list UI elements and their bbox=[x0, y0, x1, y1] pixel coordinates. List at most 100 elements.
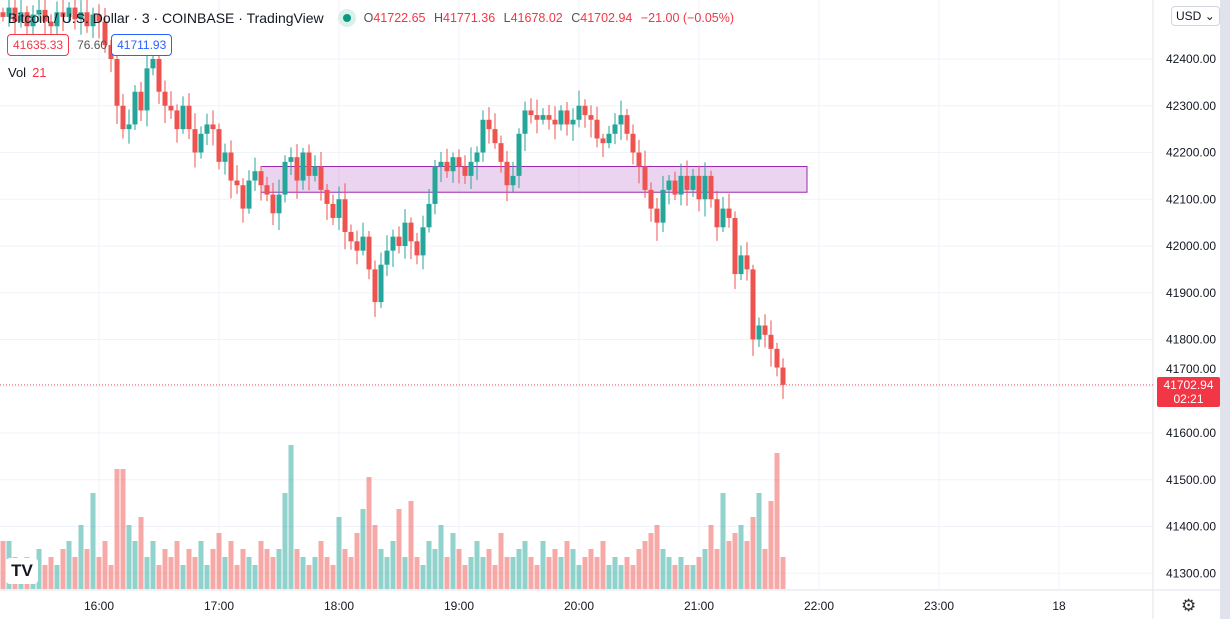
candle-body bbox=[144, 68, 150, 111]
volume-bar bbox=[222, 557, 228, 589]
price-tick-label: 41400.00 bbox=[1166, 520, 1216, 534]
price-tick-label: 42100.00 bbox=[1166, 192, 1216, 206]
candle-body bbox=[426, 203, 432, 228]
volume-bar bbox=[450, 533, 456, 589]
candle-body bbox=[240, 185, 246, 209]
volume-bar bbox=[570, 549, 576, 589]
volume-bar bbox=[372, 525, 378, 589]
volume-bar bbox=[720, 493, 726, 589]
candle-body bbox=[702, 175, 708, 200]
volume-bar bbox=[204, 565, 210, 589]
buy-price-button[interactable]: 41711.93 bbox=[111, 34, 173, 56]
volume-bar bbox=[438, 525, 444, 589]
volume-bar bbox=[132, 541, 138, 589]
volume-bar bbox=[618, 565, 624, 589]
volume-bar bbox=[702, 549, 708, 589]
candle-body bbox=[480, 119, 486, 153]
volume-bar bbox=[288, 445, 294, 589]
candle-body bbox=[492, 129, 498, 144]
candle-body bbox=[756, 325, 762, 340]
candle-body bbox=[780, 367, 786, 385]
volume-bar bbox=[678, 557, 684, 589]
symbol-title[interactable]: Bitcoin / U.S. Dollar · 3 · COINBASE · T… bbox=[8, 10, 324, 26]
candle-body bbox=[264, 185, 270, 195]
volume-bar bbox=[612, 557, 618, 589]
candle-body bbox=[354, 241, 360, 251]
gear-icon[interactable]: ⚙ bbox=[1181, 596, 1197, 615]
volume-bar bbox=[378, 549, 384, 589]
volume-bar bbox=[756, 493, 762, 589]
volume-bar bbox=[198, 541, 204, 589]
candle-body bbox=[42, 9, 48, 22]
volume-bar bbox=[282, 493, 288, 589]
currency-select[interactable]: USD ⌄ bbox=[1171, 6, 1220, 26]
volume-bar bbox=[120, 469, 126, 589]
volume-bar bbox=[504, 557, 510, 589]
volume-bar bbox=[408, 501, 414, 589]
volume-bar bbox=[672, 565, 678, 589]
candle-body bbox=[684, 175, 690, 190]
price-tick-label: 41500.00 bbox=[1166, 473, 1216, 487]
volume-bar bbox=[54, 565, 60, 589]
volume-bar bbox=[342, 549, 348, 589]
volume-bar bbox=[60, 549, 66, 589]
candle-body bbox=[636, 152, 642, 167]
candle-body bbox=[486, 119, 492, 130]
candle-body bbox=[378, 264, 384, 303]
volume-bar bbox=[744, 541, 750, 589]
volume-bar bbox=[582, 557, 588, 589]
candle-body bbox=[630, 133, 636, 153]
candle-body bbox=[210, 124, 216, 130]
volume-bar bbox=[558, 557, 564, 589]
bid-ask: 41635.33 76.60 41711.93 bbox=[7, 34, 173, 56]
candle-body bbox=[462, 166, 468, 176]
volume-bar bbox=[78, 525, 84, 589]
market-open-icon bbox=[337, 9, 356, 27]
ohlc-values: O41722.65 H41771.36 L41678.02 C41702.94 … bbox=[363, 11, 734, 25]
volume-bar bbox=[138, 517, 144, 589]
candle-body bbox=[6, 7, 12, 17]
volume-bar bbox=[516, 549, 522, 589]
candle-body bbox=[318, 166, 324, 190]
drawn-rectangle bbox=[260, 166, 808, 193]
candle-body bbox=[72, 7, 78, 20]
volume-bar bbox=[768, 501, 774, 589]
candle-body bbox=[720, 208, 726, 228]
volume-bar bbox=[108, 565, 114, 589]
candle-body bbox=[282, 161, 288, 195]
candle-body bbox=[150, 59, 156, 69]
candle-body bbox=[642, 166, 648, 190]
price-tick-label: 42200.00 bbox=[1166, 146, 1216, 160]
candle-body bbox=[396, 236, 402, 246]
volume-bar bbox=[390, 541, 396, 589]
sell-price-button[interactable]: 41635.33 bbox=[7, 34, 70, 56]
candle-body bbox=[498, 143, 504, 162]
candle-body bbox=[432, 166, 438, 204]
volume-bar bbox=[522, 541, 528, 589]
candle-body bbox=[660, 189, 666, 223]
candle-body bbox=[228, 152, 234, 181]
candle-body bbox=[738, 255, 744, 275]
volume-bar bbox=[234, 565, 240, 589]
candle-body bbox=[246, 180, 252, 209]
candle-body bbox=[408, 222, 414, 242]
last-price-label: 41702.94 02:21 bbox=[1157, 376, 1220, 407]
volume-bar bbox=[294, 549, 300, 589]
volume-bar bbox=[90, 493, 96, 589]
tradingview-logo[interactable]: TV bbox=[6, 558, 38, 584]
volume-bar bbox=[726, 541, 732, 589]
candle-body bbox=[522, 110, 528, 134]
volume-bar bbox=[192, 557, 198, 589]
candle-body bbox=[156, 59, 162, 92]
candle-body bbox=[672, 180, 678, 195]
candle-body bbox=[456, 157, 462, 167]
time-tick-label: 21:00 bbox=[684, 599, 714, 613]
candle-body bbox=[174, 110, 180, 130]
volume-bar bbox=[528, 557, 534, 589]
candle-body bbox=[390, 236, 396, 251]
volume-bar bbox=[360, 509, 366, 589]
volume-bar bbox=[276, 549, 282, 589]
volume-bar bbox=[216, 533, 222, 589]
volume-bar bbox=[462, 565, 468, 589]
